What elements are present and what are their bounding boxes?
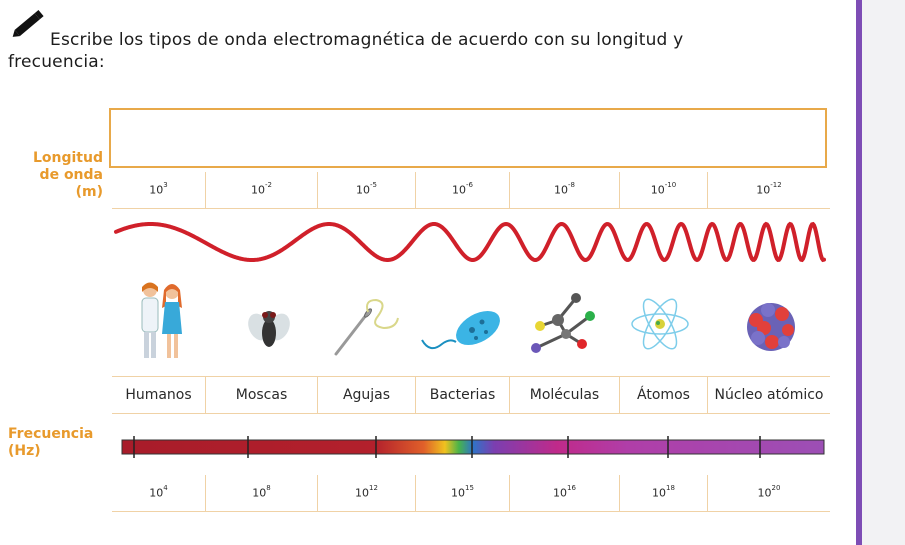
- wavelength-value: 10-10: [650, 181, 677, 197]
- frequency-row: 104 108 1012 1015 1016 1018 1020: [112, 475, 830, 511]
- wavelength-cell: 10-8: [510, 172, 620, 208]
- frequency-cell: 108: [206, 475, 318, 511]
- frequency-axis-label: Frecuencia (Hz): [8, 426, 93, 460]
- frequency-value: 1020: [757, 484, 781, 500]
- bacteria-illustration: [421, 310, 500, 350]
- frequency-cell: 1012: [318, 475, 416, 511]
- atom-illustration: [631, 298, 689, 350]
- object-label: Núcleo atómico: [714, 387, 824, 403]
- humans-illustration: [141, 282, 182, 358]
- wavelength-value: 10-5: [356, 181, 377, 197]
- page-edge-stripe: [856, 0, 862, 545]
- wave-illustration: [114, 221, 826, 263]
- wavelength-value: 103: [149, 181, 168, 197]
- wavelength-value: 10-8: [554, 181, 575, 197]
- object-label: Bacterias: [416, 377, 510, 413]
- answer-box[interactable]: [109, 108, 827, 168]
- frequency-cell: 1016: [510, 475, 620, 511]
- divider: [112, 376, 830, 377]
- needle-illustration: [334, 298, 399, 356]
- wavelength-value: 10-2: [251, 181, 272, 197]
- object-label: Moscas: [206, 377, 318, 413]
- frequency-cell: 1018: [620, 475, 708, 511]
- frequency-spectrum-bar: [121, 436, 825, 458]
- divider: [112, 413, 830, 414]
- frequency-value: 108: [252, 484, 271, 500]
- frequency-cell: 104: [112, 475, 206, 511]
- frequency-value: 104: [149, 484, 168, 500]
- frequency-value: 1015: [451, 484, 474, 500]
- wavelength-cell: 10-5: [318, 172, 416, 208]
- object-label: Humanos: [112, 377, 206, 413]
- object-label: Átomos: [620, 377, 708, 413]
- frequency-value: 1018: [652, 484, 675, 500]
- instruction-line-1: Escribe los tipos de onda electromagnéti…: [50, 30, 684, 50]
- frequency-cell: 1015: [416, 475, 510, 511]
- objects-row: Humanos Moscas Agujas Bacterias Molécula…: [112, 377, 830, 413]
- wavelength-value: 10-12: [756, 181, 782, 197]
- frequency-label-line-1: Frecuencia: [8, 426, 94, 442]
- divider: [112, 208, 830, 209]
- frequency-value: 1012: [355, 484, 378, 500]
- wavelength-row: 103 10-2 10-5 10-6 10-8 10-10 10-12: [112, 172, 830, 208]
- object-label: Moléculas: [510, 377, 620, 413]
- wavelength-value: 10-6: [452, 181, 473, 197]
- wavelength-cell: 10-12: [708, 172, 830, 208]
- pencil-icon: [12, 10, 44, 37]
- wavelength-label-line-1: Longitud: [32, 150, 103, 166]
- fly-illustration: [248, 311, 290, 347]
- instruction-line-2: frecuencia:: [8, 52, 105, 72]
- wavelength-axis-label: Longitud de onda (m): [23, 150, 103, 201]
- wavelength-cell: 10-10: [620, 172, 708, 208]
- frequency-label-line-2: (Hz): [8, 443, 41, 459]
- object-label: Agujas: [318, 377, 416, 413]
- side-panel: [862, 0, 905, 545]
- wavelength-cell: 10-6: [416, 172, 510, 208]
- frequency-value: 1016: [553, 484, 576, 500]
- frequency-cell: 1020: [708, 475, 830, 511]
- wavelength-cell: 103: [112, 172, 206, 208]
- wavelength-cell: 10-2: [206, 172, 318, 208]
- nucleus-illustration: [747, 303, 795, 351]
- divider: [112, 511, 830, 512]
- wavelength-label-line-2: de onda (m): [39, 167, 103, 200]
- molecule-illustration: [531, 293, 595, 353]
